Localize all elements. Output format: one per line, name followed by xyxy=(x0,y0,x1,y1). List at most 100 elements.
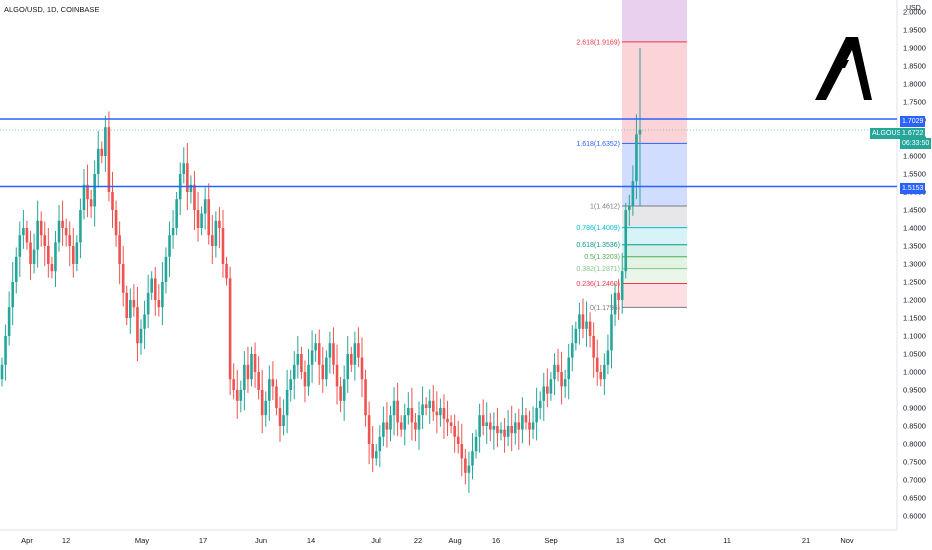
price-tick-label: 0.9500 xyxy=(903,386,926,395)
fib-level-label: 0.786(1.4009) xyxy=(576,225,620,232)
candle-body xyxy=(485,422,489,426)
candle-body xyxy=(546,386,549,394)
candle-body xyxy=(606,350,610,365)
candle-body xyxy=(218,220,221,228)
price-axis[interactable]: 0.6000 0.6500 0.7000 0.7500 0.8000 0.8500 0.90… xyxy=(903,8,926,521)
candle-body xyxy=(467,465,471,473)
candle-body xyxy=(342,379,346,401)
price-tick-label: 1.4500 xyxy=(903,206,926,215)
fib-zone xyxy=(622,256,687,269)
symbol-title: ALGO/USD, 1D, COINBASE xyxy=(4,5,100,14)
candle-body xyxy=(492,426,496,430)
fib-level-label: 1(1.4612) xyxy=(590,203,620,210)
candle-body xyxy=(410,408,414,423)
candle-body xyxy=(18,235,22,257)
candle-body xyxy=(613,292,617,315)
price-tick-label: 1.9000 xyxy=(903,44,926,53)
candle-body xyxy=(446,418,449,423)
candle-body xyxy=(29,242,32,264)
candle-body xyxy=(207,199,211,236)
candle-body xyxy=(506,426,510,437)
candle-body xyxy=(32,249,36,264)
candle-body xyxy=(118,235,121,264)
candle-body xyxy=(39,220,43,236)
fibonacci-level-labels: 2.618(1.9169) 1.618(1.6352) 1(1.4612) 0.786… xyxy=(576,39,620,311)
candle-body xyxy=(296,354,300,365)
currency-unit: USD xyxy=(906,5,921,12)
price-tick-label: 0.7500 xyxy=(903,458,926,467)
candle-body xyxy=(538,400,542,408)
candle-body xyxy=(164,256,168,282)
candle-body xyxy=(310,350,314,365)
candle-body xyxy=(243,364,246,390)
candle-body xyxy=(264,400,268,416)
candle-body xyxy=(303,372,307,387)
fib-level-label: 1.618(1.6352) xyxy=(576,141,620,148)
candle-body xyxy=(570,343,574,358)
chart-grid xyxy=(0,0,898,531)
candle-body xyxy=(186,163,189,192)
candle-body xyxy=(214,220,218,246)
price-tick-label: 1.1000 xyxy=(903,332,926,341)
candle-body xyxy=(403,415,407,430)
candle-body xyxy=(599,372,603,380)
candle-body xyxy=(314,343,317,351)
price-tick-label: 1.2500 xyxy=(903,278,926,287)
candle-body xyxy=(357,343,360,358)
candle-body xyxy=(549,379,553,394)
price-tick-label: 0.8500 xyxy=(903,422,926,431)
candle-body xyxy=(595,357,599,372)
price-tick-label: 1.8000 xyxy=(903,80,926,89)
price-tick-label: 1.3000 xyxy=(903,260,926,269)
candle-body xyxy=(620,271,624,300)
candle-body xyxy=(107,127,111,192)
candle-body xyxy=(278,408,282,426)
candle-body xyxy=(578,314,581,329)
candle-body xyxy=(289,379,293,390)
candle-body xyxy=(136,307,139,344)
candle-body xyxy=(210,235,214,246)
candle-body xyxy=(143,314,146,329)
time-tick-label: Sep xyxy=(544,536,557,545)
candle-body xyxy=(292,364,296,380)
horizontal-lines[interactable] xyxy=(0,118,897,188)
time-tick-label: 17 xyxy=(199,536,207,545)
fib-zone xyxy=(622,244,687,257)
candle-body xyxy=(631,181,635,207)
candle-body xyxy=(567,357,571,380)
candle-body xyxy=(50,264,54,272)
candle-body xyxy=(421,404,424,416)
candle-body xyxy=(431,400,435,412)
candle-body xyxy=(453,426,456,437)
candle-body xyxy=(36,220,39,250)
candle-body xyxy=(553,364,556,380)
candle-body xyxy=(300,354,303,372)
candle-body xyxy=(175,199,178,228)
candle-body xyxy=(317,343,321,365)
time-tick-label: Nov xyxy=(840,536,854,545)
price-tick-label: 1.8500 xyxy=(903,62,926,71)
candle-body xyxy=(349,354,353,365)
candle-body xyxy=(64,228,68,236)
candle-body xyxy=(325,357,328,380)
candle-body xyxy=(89,199,93,207)
candle-body xyxy=(364,379,367,416)
candle-body xyxy=(129,300,132,318)
candle-body xyxy=(617,292,620,300)
candle-body xyxy=(489,422,492,430)
candle-body xyxy=(563,379,567,387)
fib-zone xyxy=(622,227,687,245)
candlestick-series xyxy=(0,48,642,493)
time-axis[interactable]: Apr 12 May 17 Jun 14 Jul 22 Aug 16 Sep 13 Oct 11 21 Nov xyxy=(21,536,854,545)
candle-body xyxy=(471,451,474,466)
price-tick-label: 1.9500 xyxy=(903,26,926,35)
time-tick-label: May xyxy=(135,536,149,545)
candle-body xyxy=(161,282,164,308)
candle-body xyxy=(374,451,378,459)
fib-zone xyxy=(622,283,687,308)
candle-body xyxy=(424,404,428,408)
time-tick-label: Aug xyxy=(448,536,461,545)
candle-body xyxy=(96,148,100,174)
candle-body xyxy=(360,357,364,380)
